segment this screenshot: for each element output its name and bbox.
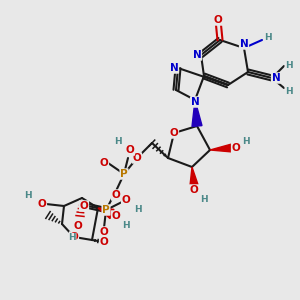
Text: H: H bbox=[200, 194, 208, 203]
Polygon shape bbox=[192, 100, 202, 126]
Polygon shape bbox=[210, 144, 233, 152]
Text: O: O bbox=[100, 227, 108, 237]
Text: O: O bbox=[100, 237, 108, 247]
Text: O: O bbox=[169, 128, 178, 138]
Polygon shape bbox=[190, 167, 198, 185]
Text: H: H bbox=[242, 137, 250, 146]
Text: H: H bbox=[68, 233, 76, 242]
Text: O: O bbox=[112, 190, 120, 200]
Text: H: H bbox=[264, 34, 272, 43]
Text: O: O bbox=[126, 145, 134, 155]
Text: N: N bbox=[193, 50, 201, 60]
Text: N: N bbox=[169, 63, 178, 73]
Text: N: N bbox=[240, 39, 248, 49]
Text: O: O bbox=[133, 153, 141, 163]
Text: H: H bbox=[114, 137, 122, 146]
Text: N: N bbox=[272, 73, 280, 83]
Text: O: O bbox=[80, 201, 88, 211]
Text: O: O bbox=[232, 143, 240, 153]
Polygon shape bbox=[98, 208, 114, 219]
Text: P: P bbox=[102, 205, 110, 215]
Text: O: O bbox=[112, 211, 120, 221]
Text: O: O bbox=[38, 199, 46, 209]
Text: H: H bbox=[24, 191, 32, 200]
Text: O: O bbox=[70, 232, 78, 242]
Text: O: O bbox=[214, 15, 222, 25]
Text: O: O bbox=[74, 221, 82, 231]
Text: P: P bbox=[120, 169, 128, 179]
Text: O: O bbox=[122, 195, 130, 205]
Text: N: N bbox=[190, 97, 200, 107]
Text: H: H bbox=[285, 86, 293, 95]
Text: H: H bbox=[122, 221, 130, 230]
Text: H: H bbox=[134, 206, 142, 214]
Text: O: O bbox=[100, 158, 108, 168]
Text: O: O bbox=[190, 185, 198, 195]
Text: H: H bbox=[285, 61, 293, 70]
